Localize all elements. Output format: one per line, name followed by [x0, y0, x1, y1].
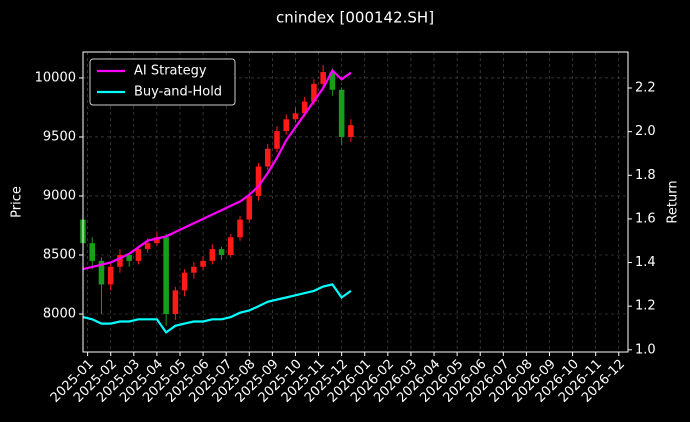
candle-body — [274, 131, 280, 149]
candle-body — [301, 101, 308, 114]
candle-body — [237, 219, 243, 238]
candle-body — [246, 195, 253, 220]
candle-body — [191, 266, 197, 273]
candle-body — [126, 254, 132, 261]
series-line — [82, 283, 352, 334]
candle-body — [107, 266, 114, 285]
candle-body — [338, 89, 345, 137]
candle-body — [292, 113, 299, 120]
candle-body — [98, 260, 105, 285]
candle-body — [154, 237, 160, 244]
y2-tick-label: 2.2 — [635, 81, 656, 96]
plot-frame — [82, 51, 629, 353]
y-tick-label: 10000 — [35, 70, 76, 85]
candle-body — [311, 83, 317, 102]
y2-tick-label: 2.0 — [635, 124, 656, 139]
y-tick-label: 9500 — [43, 129, 76, 144]
candle-body — [255, 166, 262, 196]
legend-box — [89, 58, 236, 106]
candle-body — [348, 125, 354, 137]
candle-body — [209, 249, 216, 261]
y-axis-label: Price — [10, 186, 25, 218]
y-tick-label: 8500 — [43, 247, 76, 262]
series-line — [82, 68, 352, 271]
legend-label: AI Strategy — [134, 64, 207, 79]
candle-body — [320, 72, 326, 84]
candle-body — [135, 249, 142, 261]
candle-body — [144, 243, 151, 250]
y2-tick-label: 1.0 — [635, 342, 656, 357]
chart-title: cnindex [000142.SH] — [276, 9, 434, 27]
y2-axis-label: Return — [666, 180, 681, 223]
candle-body — [200, 260, 206, 267]
y2-tick-label: 1.4 — [635, 255, 656, 270]
legend-label: Buy-and-Hold — [134, 85, 222, 100]
y2-tick-label: 1.2 — [635, 299, 656, 314]
candle-body — [163, 237, 169, 314]
y2-tick-label: 1.8 — [635, 168, 656, 183]
y2-tick-label: 1.6 — [635, 211, 656, 226]
candle-body — [264, 148, 271, 167]
candle-body — [89, 243, 96, 261]
candle-body — [172, 290, 179, 314]
candle-body — [329, 72, 336, 90]
candle-body — [218, 249, 225, 255]
candle-body — [181, 272, 188, 291]
candle-body — [117, 254, 123, 267]
candle-body — [228, 237, 234, 255]
y-tick-label: 9000 — [43, 188, 76, 203]
y-tick-label: 8000 — [43, 306, 76, 321]
candle-body — [283, 119, 289, 132]
